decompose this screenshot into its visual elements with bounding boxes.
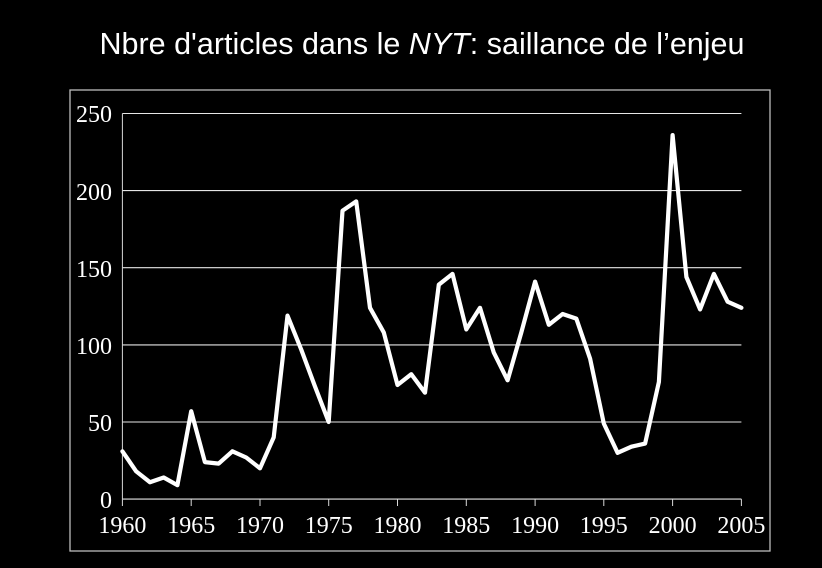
svg-text:50: 50 [88, 411, 112, 437]
svg-text:2000: 2000 [649, 513, 697, 539]
svg-text:100: 100 [76, 334, 112, 360]
svg-text:0: 0 [100, 488, 112, 514]
svg-text:1960: 1960 [98, 513, 146, 539]
svg-text:2005: 2005 [717, 513, 765, 539]
svg-text:1965: 1965 [167, 513, 215, 539]
svg-text:1985: 1985 [442, 513, 490, 539]
svg-text:1980: 1980 [374, 513, 422, 539]
svg-text:250: 250 [76, 102, 112, 128]
svg-text:1990: 1990 [511, 513, 559, 539]
svg-text:1975: 1975 [305, 513, 353, 539]
svg-text:1995: 1995 [580, 513, 628, 539]
svg-text:150: 150 [76, 257, 112, 283]
svg-text:1970: 1970 [236, 513, 284, 539]
svg-text:200: 200 [76, 180, 112, 206]
